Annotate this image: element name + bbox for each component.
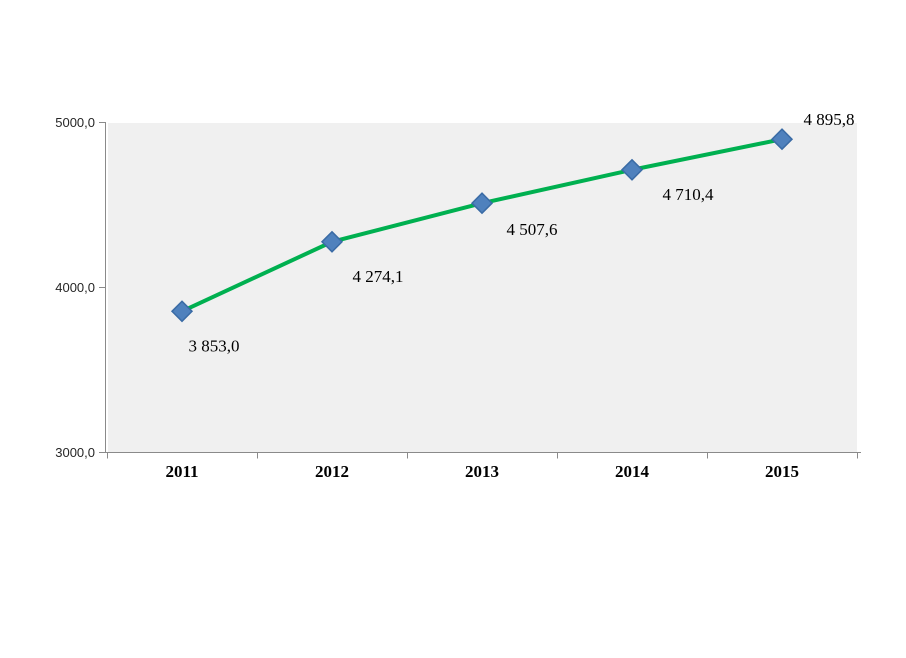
y-tick-label: 3000,0 <box>55 445 95 460</box>
x-tick-label: 2013 <box>465 462 499 481</box>
plot-area-background <box>108 123 857 452</box>
data-point-marker <box>170 300 194 323</box>
x-tick-label: 2015 <box>765 462 799 481</box>
data-point-marker <box>770 128 794 151</box>
data-point-label: 4 274,1 <box>353 267 404 286</box>
data-point-label: 4 710,4 <box>663 185 715 204</box>
x-tick-label: 2014 <box>615 462 650 481</box>
x-tick-label: 2011 <box>165 462 198 481</box>
data-point-label: 4 507,6 <box>507 220 558 239</box>
y-tick-label: 4000,0 <box>55 280 95 295</box>
data-point-label: 4 895,8 <box>804 110 855 129</box>
data-point-marker <box>620 158 644 181</box>
data-point-marker <box>470 192 494 215</box>
x-tick-label: 2012 <box>315 462 349 481</box>
y-tick-label: 5000,0 <box>55 115 95 130</box>
data-point-marker <box>320 230 344 253</box>
data-point-label: 3 853,0 <box>189 336 240 355</box>
